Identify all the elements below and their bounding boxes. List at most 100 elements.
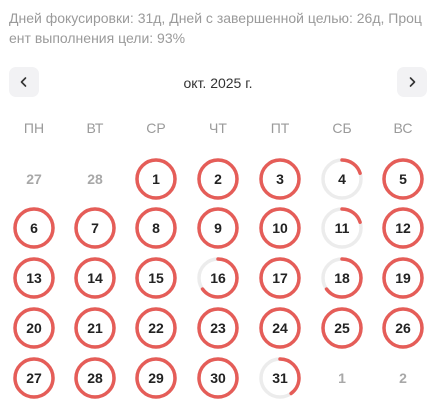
calendar-day[interactable]: 21 xyxy=(73,306,117,350)
day-number: 29 xyxy=(148,370,164,386)
calendar-day[interactable]: 4 xyxy=(320,157,364,201)
weekday-label: ПТ xyxy=(270,120,290,136)
day-number: 13 xyxy=(26,270,42,286)
day-number: 20 xyxy=(26,320,42,336)
calendar-day[interactable]: 13 xyxy=(12,256,56,300)
progress-ring xyxy=(197,207,239,249)
weekday-label: ВТ xyxy=(86,120,104,136)
progress-ring xyxy=(321,257,363,299)
calendar-day[interactable]: 1 xyxy=(134,157,178,201)
day-number: 15 xyxy=(148,270,164,286)
progress-ring-arc xyxy=(259,257,301,299)
calendar-day[interactable]: 27 xyxy=(12,356,56,400)
progress-ring xyxy=(382,158,424,200)
calendar-day[interactable]: 20 xyxy=(12,306,56,350)
progress-ring xyxy=(259,207,301,249)
calendar-day[interactable]: 15 xyxy=(134,256,178,300)
progress-ring xyxy=(382,207,424,249)
calendar-day[interactable]: 19 xyxy=(381,256,425,300)
day-number: 8 xyxy=(152,220,160,236)
calendar-day[interactable]: 24 xyxy=(258,306,302,350)
calendar-day[interactable]: 25 xyxy=(320,306,364,350)
progress-ring-arc xyxy=(197,158,239,200)
calendar-day[interactable]: 10 xyxy=(258,206,302,250)
day-number: 30 xyxy=(210,370,226,386)
day-number: 10 xyxy=(272,220,288,236)
calendar-day[interactable]: 2 xyxy=(196,157,240,201)
day-number: 14 xyxy=(87,270,103,286)
progress-ring xyxy=(13,357,55,399)
day-number: 23 xyxy=(210,320,226,336)
day-number: 2 xyxy=(214,171,222,187)
calendar-day[interactable]: 18 xyxy=(320,256,364,300)
weekday-label: ЧТ xyxy=(209,120,227,136)
calendar-day[interactable]: 9 xyxy=(196,206,240,250)
calendar-day[interactable]: 29 xyxy=(134,356,178,400)
day-number: 3 xyxy=(276,171,284,187)
progress-ring-arc xyxy=(13,307,55,349)
progress-ring-arc xyxy=(259,158,301,200)
day-number: 27 xyxy=(26,171,42,187)
day-number: 26 xyxy=(395,320,411,336)
day-number: 2 xyxy=(399,370,407,386)
progress-ring xyxy=(197,307,239,349)
chevron-left-icon xyxy=(20,77,27,87)
calendar-day[interactable]: 26 xyxy=(381,306,425,350)
next-month-button[interactable] xyxy=(397,67,427,97)
calendar-day[interactable]: 23 xyxy=(196,306,240,350)
day-number: 5 xyxy=(399,171,407,187)
progress-ring xyxy=(197,158,239,200)
calendar-day-other-month: 1 xyxy=(320,356,364,400)
calendar-day[interactable]: 22 xyxy=(134,306,178,350)
day-number: 11 xyxy=(334,220,350,236)
progress-ring-arc xyxy=(135,357,177,399)
calendar-day[interactable]: 8 xyxy=(134,206,178,250)
calendar-day[interactable]: 17 xyxy=(258,256,302,300)
calendar-day[interactable]: 31 xyxy=(258,356,302,400)
progress-ring xyxy=(197,357,239,399)
progress-ring-arc xyxy=(259,207,301,249)
progress-ring xyxy=(13,307,55,349)
progress-ring-arc xyxy=(382,307,424,349)
weekday-label: ПН xyxy=(23,120,45,136)
calendar-day[interactable]: 28 xyxy=(73,356,117,400)
progress-ring xyxy=(259,357,301,399)
focus-summary-text: Дней фокусировки: 31д, Дней с завершенно… xyxy=(9,10,422,46)
progress-ring-arc xyxy=(382,207,424,249)
day-number: 18 xyxy=(334,270,350,286)
progress-ring-arc xyxy=(259,357,301,399)
progress-ring-arc xyxy=(382,158,424,200)
day-number: 9 xyxy=(214,220,222,236)
progress-ring-arc xyxy=(135,207,177,249)
calendar-day-other-month: 2 xyxy=(381,356,425,400)
calendar-day[interactable]: 16 xyxy=(196,256,240,300)
progress-ring xyxy=(74,307,116,349)
progress-ring xyxy=(321,307,363,349)
chevron-right-icon xyxy=(409,77,416,87)
month-title: окт. 2025 г. xyxy=(183,75,253,91)
day-number: 28 xyxy=(87,370,103,386)
calendar-day[interactable]: 11 xyxy=(320,206,364,250)
day-number: 22 xyxy=(148,320,164,336)
progress-ring xyxy=(321,158,363,200)
calendar-day[interactable]: 7 xyxy=(73,206,117,250)
day-number: 4 xyxy=(338,171,346,187)
progress-ring xyxy=(74,207,116,249)
progress-ring xyxy=(13,207,55,249)
calendar-day[interactable]: 30 xyxy=(196,356,240,400)
calendar-day[interactable]: 14 xyxy=(73,256,117,300)
progress-ring xyxy=(74,357,116,399)
progress-ring-arc xyxy=(135,158,177,200)
calendar-day[interactable]: 5 xyxy=(381,157,425,201)
progress-ring-arc xyxy=(321,307,363,349)
progress-ring xyxy=(135,207,177,249)
progress-ring xyxy=(135,307,177,349)
progress-ring-arc xyxy=(74,357,116,399)
prev-month-button[interactable] xyxy=(9,67,39,97)
calendar-day[interactable]: 3 xyxy=(258,157,302,201)
progress-ring-arc xyxy=(197,307,239,349)
calendar-day[interactable]: 12 xyxy=(381,206,425,250)
day-number: 19 xyxy=(395,270,411,286)
day-number: 16 xyxy=(210,270,226,286)
calendar-day[interactable]: 6 xyxy=(12,206,56,250)
